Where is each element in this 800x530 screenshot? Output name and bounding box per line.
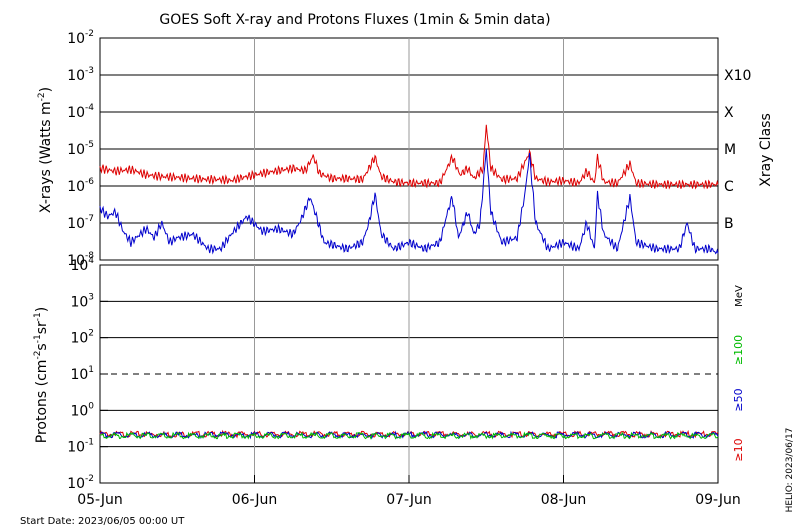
xray-ytick-label: 10-4 <box>67 103 94 121</box>
proton-ytick-label: 104 <box>70 256 94 274</box>
xray-class-label: C <box>724 179 734 195</box>
proton-ylabel-p4: sr <box>34 321 50 334</box>
x-tick-label: 09-Jun <box>695 492 741 508</box>
proton-ytick-label: 100 <box>70 401 94 419</box>
proton-series-line <box>99 431 719 441</box>
xray-ylabel-close: ) <box>38 87 54 92</box>
helio-credit-label: HELIO: 2023/06/17 <box>785 428 795 513</box>
xray-class-label: B <box>724 216 734 232</box>
x-tick-label: 05-Jun <box>77 492 123 508</box>
xray-y-ticks: 10-810-710-610-510-410-310-2 <box>67 29 108 269</box>
xray-vertical-grid <box>254 38 564 260</box>
xray-y-axis-label: X-rays (Watts m-2) <box>37 87 54 213</box>
xray-ytick-label: 10-7 <box>67 214 94 232</box>
xray-ytick-label: 10-3 <box>67 66 94 84</box>
proton-ytick-label: 101 <box>70 365 94 383</box>
proton-ytick-label: 10-2 <box>67 474 94 492</box>
xray-ylabel-sup: -2 <box>37 92 47 101</box>
xray-ytick-label: 10-2 <box>67 29 94 47</box>
xray-class-label: M <box>724 142 736 158</box>
proton-ytick-label: 102 <box>70 329 94 347</box>
proton-ylabel-p2: s <box>34 343 50 350</box>
x-tick-label: 07-Jun <box>386 492 432 508</box>
xray-ytick-label: 10-5 <box>67 140 94 158</box>
proton-series <box>99 429 719 441</box>
chart-title: GOES Soft X-ray and Protons Fluxes (1min… <box>159 12 550 28</box>
proton-ylabel-p5: -1 <box>33 312 43 321</box>
proton-ylabel-p0: Protons (cm <box>34 360 50 444</box>
energy-labels: ≥100 ≥50 ≥10 <box>732 335 745 462</box>
proton-y-axis-label: Protons (cm-2s-1sr-1) <box>33 307 50 443</box>
energy-unit-label: MeV <box>734 285 745 307</box>
x-tick-label: 06-Jun <box>232 492 278 508</box>
proton-ytick-label: 103 <box>70 292 94 310</box>
energy-label: ≥100 <box>732 335 745 365</box>
energy-label: ≥10 <box>732 438 745 461</box>
x-tick-label: 08-Jun <box>541 492 587 508</box>
proton-y-ticks: 10-2 10-1 100 101 102 103 104 <box>67 256 108 492</box>
xray-class-label: X10 <box>724 68 751 84</box>
xray-series-line <box>99 148 719 255</box>
proton-vertical-grid <box>254 265 564 483</box>
proton-ylabel-p3: -1 <box>33 334 43 343</box>
xray-ylabel-main: X-rays (Watts m <box>38 101 54 213</box>
xray-series-line <box>99 124 719 190</box>
start-date-label: Start Date: 2023/06/05 00:00 UT <box>20 516 185 527</box>
x-axis-ticks: 05-Jun 06-Jun 07-Jun 08-Jun 09-Jun <box>77 475 741 508</box>
proton-ylabel-p1: -2 <box>33 351 43 360</box>
energy-label: ≥50 <box>732 388 745 411</box>
xray-class-labels: B C M X X10 <box>724 68 751 232</box>
proton-ylabel-p6: ) <box>34 307 50 312</box>
proton-ytick-label: 10-1 <box>67 438 94 456</box>
proton-panel: 10-2 10-1 100 101 102 103 104 ≥100 ≥50 ≥10 MeV P… <box>33 256 745 492</box>
xray-series <box>99 124 719 255</box>
xray-class-axis-label: Xray Class <box>758 113 774 187</box>
xray-ytick-label: 10-6 <box>67 177 94 195</box>
xray-class-label: X <box>724 105 734 121</box>
